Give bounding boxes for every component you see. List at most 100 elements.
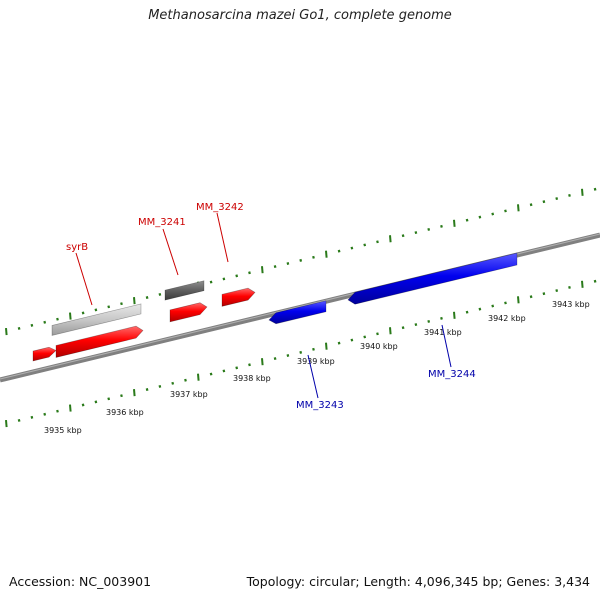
forward-track-minor-tick	[478, 215, 482, 219]
forward-track-major-tick	[453, 219, 456, 227]
forward-track-minor-tick	[491, 212, 495, 216]
feature-gray-light[interactable]	[51, 303, 142, 336]
kbp-label: 3935 kbp	[44, 426, 82, 435]
reverse-track-major-tick	[325, 342, 328, 350]
kbp-labels: 3935 kbp 3936 kbp 3937 kbp 3938 kbp 3939…	[44, 300, 590, 435]
forward-track-minor-tick	[529, 203, 533, 207]
feature-gray-dark[interactable]	[164, 280, 205, 301]
accession-text: Accession: NC_003901	[9, 574, 152, 589]
kbp-label: 3942 kbp	[488, 314, 526, 323]
reverse-track-minor-tick	[81, 403, 85, 407]
map-title: Methanosarcina mazei Go1, complete genom…	[148, 8, 452, 23]
reverse-track-major-tick	[389, 327, 392, 335]
label-leader-MM_3243	[307, 354, 319, 399]
reverse-track-minor-tick	[120, 394, 123, 398]
forward-track-major-tick	[389, 235, 392, 243]
reverse-track-major-tick	[453, 311, 456, 319]
gene-reverse-MM_3243[interactable]	[268, 300, 327, 325]
reverse-track-minor-tick	[209, 372, 213, 376]
forward-track-minor-tick	[350, 246, 354, 250]
kbp-label: 3939 kbp	[297, 357, 335, 366]
reverse-track-minor-tick	[529, 295, 533, 299]
reverse-track-minor-tick	[145, 388, 149, 391]
reverse-track-major-tick	[69, 404, 72, 412]
reverse-track-minor-tick	[491, 304, 495, 308]
reverse-track-minor-tick	[299, 350, 303, 354]
forward-track-major-tick	[325, 250, 328, 258]
reverse-track-minor-tick	[222, 369, 226, 373]
gene-label-MM_3242[interactable]: MM_3242	[196, 202, 244, 213]
forward-track-minor-tick	[363, 243, 367, 247]
reverse-track-minor-tick	[504, 301, 507, 305]
reverse-track-minor-tick	[171, 381, 175, 385]
reverse-track-minor-tick	[568, 285, 571, 289]
reverse-track-minor-tick	[555, 289, 559, 293]
reverse-track-minor-tick	[312, 347, 315, 351]
reverse-track-major-tick	[517, 296, 520, 304]
reverse-track-minor-tick	[350, 338, 354, 342]
forward-track-minor-tick	[542, 200, 546, 204]
forward-track-major-tick	[517, 204, 520, 212]
reverse-track-major-tick	[133, 389, 136, 397]
kbp-label: 3940 kbp	[360, 342, 398, 351]
forward-track-minor-tick	[414, 231, 418, 235]
gene-label-syrB[interactable]: syrB	[66, 242, 88, 253]
forward-track-minor-tick	[440, 224, 443, 228]
gene-forward-syrB[interactable]	[55, 325, 144, 358]
gene-forward-MM_3242[interactable]	[221, 287, 256, 307]
reverse-track-major-tick	[5, 419, 8, 428]
kbp-label: 3936 kbp	[106, 408, 144, 417]
reverse-track-minor-tick	[184, 378, 187, 382]
reverse-tick-track	[5, 279, 597, 428]
kbp-label: 3941 kbp	[424, 328, 462, 337]
forward-track-major-tick	[69, 312, 72, 320]
reverse-track-minor-tick	[427, 320, 431, 323]
forward-track-minor-tick	[376, 240, 379, 244]
forward-track-minor-tick	[222, 277, 226, 281]
reverse-track-minor-tick	[43, 412, 47, 416]
reverse-track-minor-tick	[465, 310, 469, 314]
label-leader-syrB	[75, 252, 93, 306]
reverse-track-minor-tick	[376, 332, 379, 336]
reverse-track-minor-tick	[401, 326, 405, 330]
forward-track-minor-tick	[81, 311, 85, 315]
gene-label-MM_3244[interactable]: MM_3244	[428, 369, 476, 380]
forward-track-minor-tick	[209, 280, 213, 284]
forward-track-minor-tick	[568, 193, 571, 197]
forward-track-major-tick	[5, 327, 8, 336]
forward-track-minor-tick	[337, 249, 341, 253]
reverse-track-minor-tick	[286, 354, 290, 357]
forward-track-minor-tick	[158, 292, 162, 296]
reverse-track-major-tick	[197, 373, 200, 381]
forward-track-minor-tick	[107, 305, 111, 309]
forward-track-minor-tick	[273, 265, 277, 269]
forward-track-major-tick	[261, 266, 264, 274]
gene-forward-MM_3241[interactable]	[169, 302, 208, 323]
reverse-track-major-tick	[261, 358, 264, 366]
forward-track-minor-tick	[56, 317, 59, 321]
label-leader-MM_3241	[162, 228, 179, 276]
reverse-track-minor-tick	[478, 307, 482, 311]
gene-label-MM_3243[interactable]: MM_3243	[296, 400, 344, 411]
kbp-label: 3937 kbp	[170, 390, 208, 399]
kbp-label: 3938 kbp	[233, 374, 271, 383]
forward-track-minor-tick	[94, 308, 98, 312]
gene-forward-1[interactable]	[32, 346, 57, 362]
forward-track-minor-tick	[30, 323, 34, 327]
forward-track-minor-tick	[299, 258, 303, 262]
forward-track-minor-tick	[555, 197, 559, 201]
forward-track-minor-tick	[427, 228, 431, 231]
gene-reverse-MM_3244[interactable]	[347, 252, 518, 305]
forward-track-minor-tick	[145, 296, 149, 299]
reverse-track-minor-tick	[337, 341, 341, 345]
forward-track-minor-tick	[504, 209, 507, 213]
forward-track-minor-tick	[120, 302, 123, 306]
reverse-track-minor-tick	[56, 409, 59, 413]
gene-labels: syrB MM_3241 MM_3242 MM_3243 MM_3244	[66, 202, 476, 411]
forward-track-minor-tick	[43, 320, 47, 324]
gene-label-MM_3241[interactable]: MM_3241	[138, 217, 186, 228]
reverse-track-minor-tick	[542, 292, 546, 296]
genome-stats-text: Topology: circular; Length: 4,096,345 bp…	[246, 574, 590, 589]
forward-track-minor-tick	[401, 234, 405, 238]
